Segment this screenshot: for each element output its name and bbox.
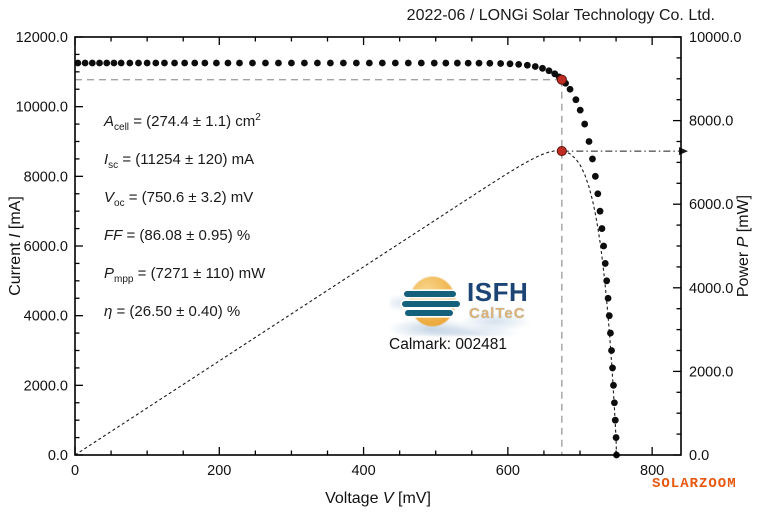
svg-text:0: 0 bbox=[71, 463, 79, 479]
svg-text:6000.0: 6000.0 bbox=[24, 239, 68, 255]
logo-org-name: ISFH bbox=[467, 277, 529, 307]
svg-text:200: 200 bbox=[207, 463, 231, 479]
svg-text:Power P [mW]: Power P [mW] bbox=[735, 195, 752, 297]
logo-division-name: CalTeC bbox=[469, 305, 526, 322]
svg-text:0.0: 0.0 bbox=[48, 448, 68, 464]
chart-title: 2022-06 / LONGi Solar Technology Co. Ltd… bbox=[406, 7, 715, 24]
svg-text:10000.0: 10000.0 bbox=[16, 100, 68, 116]
svg-text:400: 400 bbox=[351, 463, 375, 479]
svg-text:2000.0: 2000.0 bbox=[689, 364, 733, 380]
measurement-parameters: Acell = (274.4 ± 1.1) cm2 Isc = (11254 ±… bbox=[104, 104, 265, 332]
svg-text:12000.0: 12000.0 bbox=[16, 30, 68, 46]
isfh-caltec-logo: ISFH CalTeC bbox=[390, 274, 536, 336]
svg-text:10000.0: 10000.0 bbox=[689, 30, 741, 46]
svg-text:6000.0: 6000.0 bbox=[689, 197, 733, 213]
param-voc: Voc = (750.6 ± 3.2) mV bbox=[104, 189, 254, 209]
svg-text:8000.0: 8000.0 bbox=[24, 169, 68, 185]
svg-text:8000.0: 8000.0 bbox=[689, 114, 733, 130]
svg-text:Current I [mA]: Current I [mA] bbox=[7, 196, 24, 296]
solarzoom-watermark: SOLARZOOM bbox=[652, 476, 737, 492]
svg-text:600: 600 bbox=[496, 463, 520, 479]
svg-text:Voltage V [mV]: Voltage V [mV] bbox=[325, 490, 431, 507]
logo-stripes-icon bbox=[402, 291, 462, 320]
param-efficiency: η = (26.50 ± 0.40) % bbox=[104, 303, 241, 320]
param-fill-factor: FF = (86.08 ± 0.95) % bbox=[104, 227, 251, 244]
param-isc: Isc = (11254 ± 120) mA bbox=[104, 151, 255, 171]
param-cell-area: Acell = (274.4 ± 1.1) cm2 bbox=[104, 112, 261, 133]
svg-text:0.0: 0.0 bbox=[689, 448, 709, 464]
svg-text:2000.0: 2000.0 bbox=[24, 378, 68, 394]
svg-text:4000.0: 4000.0 bbox=[24, 309, 68, 325]
svg-text:800: 800 bbox=[640, 463, 664, 479]
calmark-label: Calmark: 002481 bbox=[389, 336, 508, 353]
svg-text:4000.0: 4000.0 bbox=[689, 281, 733, 297]
param-pmpp: Pmpp = (7271 ± 110) mW bbox=[104, 265, 266, 285]
